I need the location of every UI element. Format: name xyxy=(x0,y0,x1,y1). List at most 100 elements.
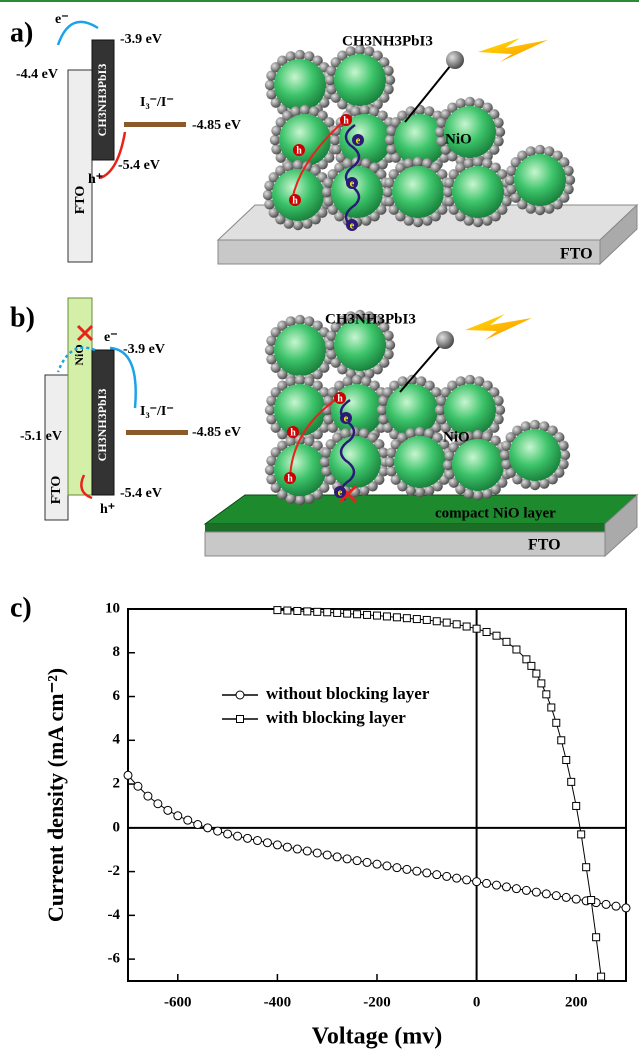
marker xyxy=(184,816,192,824)
bead xyxy=(293,160,303,170)
marker xyxy=(573,802,580,809)
marker xyxy=(483,879,491,887)
marker xyxy=(353,857,361,865)
marker xyxy=(224,830,232,838)
absorber-label: CH3NH3PbI3 xyxy=(325,311,416,327)
y-tick-label: -6 xyxy=(108,951,121,967)
bead xyxy=(473,490,483,500)
marker xyxy=(423,616,430,623)
bead xyxy=(530,480,540,490)
hole-label: h⁺ xyxy=(88,172,103,187)
marker xyxy=(284,607,291,614)
marker xyxy=(293,845,301,853)
cb-level: -3.9 eV xyxy=(120,32,162,47)
absorber-bead xyxy=(446,51,464,69)
y-axis-title: Current density (mA cm⁻²) xyxy=(43,668,68,922)
y-tick-label: 0 xyxy=(113,819,121,835)
bead xyxy=(473,157,483,167)
compact-front xyxy=(205,524,605,532)
marker xyxy=(354,611,361,618)
electron-mark: e xyxy=(344,413,349,424)
cb-level: -3.9 eV xyxy=(123,342,165,357)
marker xyxy=(403,865,411,873)
legend-label: without blocking layer xyxy=(266,684,430,703)
y-tick-label: 4 xyxy=(113,732,121,748)
marker xyxy=(244,834,252,842)
redox-label: I₃⁻/I⁻ xyxy=(140,95,174,110)
marker xyxy=(194,821,202,829)
bead xyxy=(385,75,395,85)
bead xyxy=(300,105,310,115)
marker xyxy=(134,782,142,790)
redox-bar xyxy=(126,430,188,435)
hole-label: h⁺ xyxy=(100,502,115,517)
bead xyxy=(495,127,505,137)
substrate-label: FTO xyxy=(560,246,593,263)
nio-level: -5.1 eV xyxy=(20,429,62,444)
nio-sphere xyxy=(386,384,438,436)
bead xyxy=(325,75,335,85)
bead xyxy=(473,430,483,440)
nio-sphere xyxy=(392,166,444,218)
nio-label: NiO xyxy=(443,429,470,445)
marker xyxy=(622,904,630,912)
marker xyxy=(344,610,351,617)
x-axis-title: Voltage (mv) xyxy=(312,1024,442,1050)
marker xyxy=(453,621,460,628)
bead xyxy=(265,345,275,355)
y-tick-label: -2 xyxy=(108,863,121,879)
bead xyxy=(415,427,425,437)
panel-label: c) xyxy=(10,592,32,623)
nio-sphere xyxy=(279,114,331,166)
fto-label: FTO xyxy=(49,476,64,505)
marker xyxy=(413,616,420,623)
perovskite-label: CH3NH3PbI3 xyxy=(95,389,109,462)
electron-label: e⁻ xyxy=(55,12,69,27)
marker xyxy=(373,860,381,868)
nio-band-label: NiO xyxy=(72,344,86,365)
bead xyxy=(443,187,453,197)
marker xyxy=(528,662,535,669)
marker xyxy=(313,849,321,857)
nio-sphere xyxy=(274,384,326,436)
marker xyxy=(324,609,331,616)
bead xyxy=(295,375,305,385)
marker xyxy=(558,737,565,744)
marker xyxy=(374,612,381,619)
marker xyxy=(144,792,152,800)
marker xyxy=(538,680,545,687)
marker xyxy=(463,623,470,630)
marker xyxy=(552,892,560,900)
figure: a) CH3NH3PbI3 FTO e⁻ -3.9 eV -4.4 eV I₃⁻… xyxy=(0,0,639,1052)
marker xyxy=(543,691,550,698)
marker xyxy=(532,888,540,896)
marker xyxy=(323,851,331,859)
bead xyxy=(465,375,475,385)
marker xyxy=(548,704,555,711)
marker xyxy=(174,812,182,820)
bead xyxy=(413,157,423,167)
marker xyxy=(423,869,431,877)
marker xyxy=(593,934,600,941)
marker xyxy=(164,806,172,814)
marker xyxy=(522,886,530,894)
bead xyxy=(293,220,303,230)
bead xyxy=(443,460,453,470)
fto-label: FTO xyxy=(73,186,88,215)
bead xyxy=(413,217,423,227)
substrate-label: FTO xyxy=(528,537,561,554)
nio-sphere xyxy=(274,444,326,496)
light-bolt xyxy=(465,314,532,340)
series-line xyxy=(128,775,626,908)
legend-label: with blocking layer xyxy=(266,708,406,727)
panel-label: a) xyxy=(10,17,33,48)
bead xyxy=(385,340,395,350)
nio-sphere xyxy=(274,324,326,376)
chart: c) Current density (mA cm⁻²) Voltage (mv… xyxy=(10,592,630,1049)
marker xyxy=(493,881,501,889)
x-tick-label: 0 xyxy=(473,994,481,1010)
electron-mark: e xyxy=(350,178,355,189)
marker xyxy=(513,646,520,653)
marker xyxy=(583,864,590,871)
marker xyxy=(473,878,481,886)
